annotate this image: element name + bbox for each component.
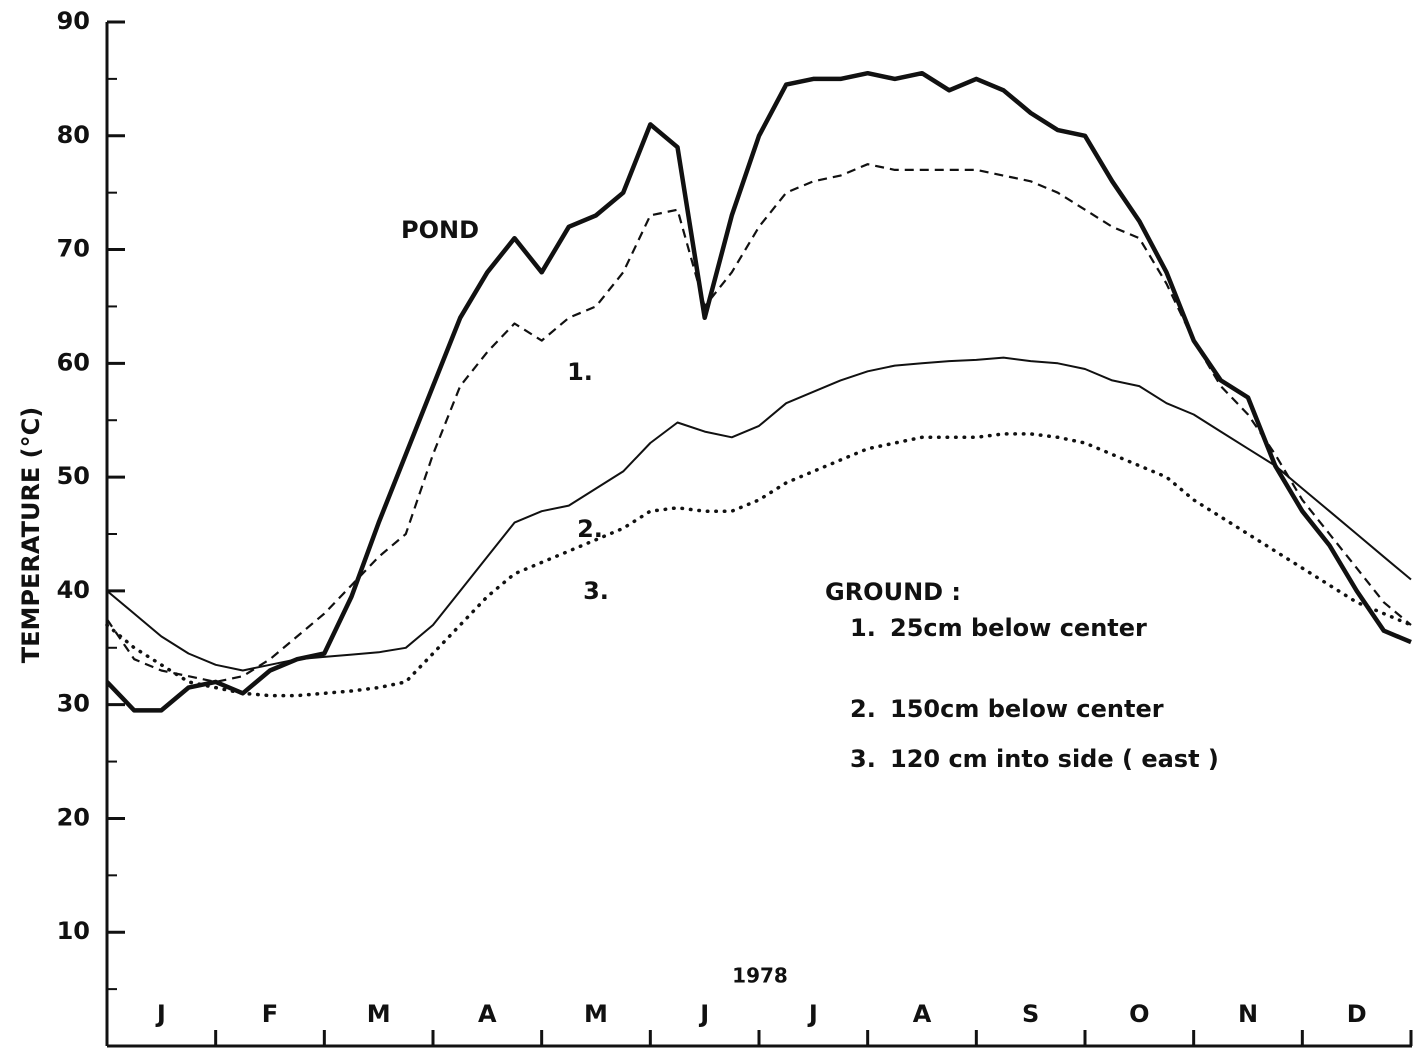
legend-label: 25cm below center xyxy=(890,614,1147,642)
y-tick-label: 50 xyxy=(57,462,90,490)
curve-label: POND xyxy=(401,216,479,244)
y-axis-label: TEMPERATURE (°C) xyxy=(17,407,45,663)
x-tick-label: S xyxy=(1022,1000,1039,1028)
x-tick-label: F xyxy=(262,1000,278,1028)
x-tick-label: O xyxy=(1129,1000,1149,1028)
legend-label: 150cm below center xyxy=(890,695,1164,723)
x-tick-label: J xyxy=(807,1000,818,1028)
curve-label: 1. xyxy=(567,358,593,386)
x-tick-label: J xyxy=(698,1000,709,1028)
legend-number: 3. xyxy=(850,745,876,773)
series-line xyxy=(105,70,1412,713)
y-tick-label: 80 xyxy=(57,121,90,149)
x-tick-label: A xyxy=(478,1000,497,1028)
x-tick-label: M xyxy=(367,1000,391,1028)
y-tick-label: 20 xyxy=(57,803,90,831)
y-tick-label: 70 xyxy=(57,235,90,263)
x-tick-label: A xyxy=(913,1000,932,1028)
x-tick-label: D xyxy=(1347,1000,1367,1028)
y-tick-label: 10 xyxy=(57,917,90,945)
y-tick-label: 60 xyxy=(57,348,90,376)
series-line xyxy=(106,163,1412,683)
y-tick-label: 90 xyxy=(57,7,90,35)
curve-label: 2. xyxy=(577,515,603,543)
curve-label: 3. xyxy=(583,577,609,605)
x-axis-label: 1978 xyxy=(732,964,788,988)
series-line xyxy=(106,356,1412,672)
x-tick-label: M xyxy=(584,1000,608,1028)
legend-title: GROUND : xyxy=(825,578,961,606)
x-tick-label: N xyxy=(1238,1000,1258,1028)
legend-label: 120 cm into side ( east ) xyxy=(890,745,1219,773)
y-tick-label: 40 xyxy=(57,576,90,604)
y-tick-label: 30 xyxy=(57,690,90,718)
x-tick-label: J xyxy=(155,1000,166,1028)
series-line xyxy=(105,432,1413,698)
legend-number: 1. xyxy=(850,614,876,642)
legend-number: 2. xyxy=(850,695,876,723)
